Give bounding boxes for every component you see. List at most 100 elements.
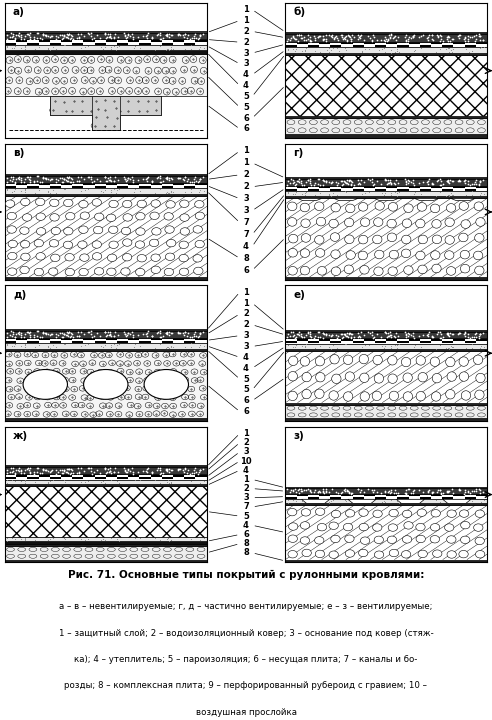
Point (30, 331, 38, 343)
Point (85, 171, 93, 183)
Point (15, 465, 23, 477)
Point (333, 179, 340, 191)
Point (362, 187, 369, 199)
Point (122, 173, 129, 184)
Point (407, 176, 415, 188)
Ellipse shape (23, 214, 32, 221)
Point (196, 328, 204, 339)
Point (156, 325, 164, 337)
Text: 5: 5 (243, 103, 249, 112)
Point (343, 35, 351, 46)
Point (66, 468, 74, 480)
Point (163, 328, 171, 339)
Point (181, 462, 188, 474)
Ellipse shape (402, 510, 412, 518)
Point (323, 45, 331, 56)
Ellipse shape (122, 228, 131, 235)
Point (123, 29, 131, 40)
Point (128, 463, 136, 474)
Point (113, 475, 121, 487)
Point (122, 174, 129, 185)
Point (284, 175, 292, 186)
Point (393, 495, 401, 506)
Point (383, 331, 391, 343)
Point (184, 173, 191, 184)
Ellipse shape (359, 354, 369, 364)
Point (73, 330, 81, 342)
Bar (50, 341, 61, 343)
Point (199, 28, 207, 40)
Point (167, 186, 175, 197)
Bar (285, 186, 487, 191)
Point (190, 30, 198, 41)
Point (319, 174, 327, 186)
Point (284, 43, 292, 55)
Point (110, 330, 118, 341)
Point (325, 42, 333, 54)
Point (461, 177, 468, 189)
Point (75, 176, 83, 187)
Point (88, 176, 96, 188)
Bar (285, 487, 487, 488)
Point (148, 467, 156, 479)
Point (52, 328, 60, 340)
Point (434, 31, 442, 42)
Point (436, 485, 444, 496)
Point (165, 327, 173, 338)
Text: 6: 6 (243, 396, 249, 405)
Point (464, 31, 472, 42)
Point (341, 32, 349, 43)
Point (468, 338, 476, 350)
Point (302, 495, 309, 506)
Bar (5, 338, 207, 343)
Point (313, 32, 321, 43)
Point (325, 486, 333, 498)
Point (334, 177, 342, 189)
Point (307, 486, 315, 498)
Point (314, 174, 322, 185)
Point (472, 327, 480, 338)
Point (357, 174, 365, 185)
Ellipse shape (287, 202, 297, 211)
Point (128, 171, 136, 183)
Ellipse shape (360, 392, 369, 401)
Point (162, 172, 170, 184)
Ellipse shape (193, 255, 202, 262)
Ellipse shape (331, 250, 340, 258)
Bar (330, 497, 341, 499)
Point (162, 464, 170, 475)
Point (442, 190, 450, 202)
Point (15, 326, 23, 338)
Point (36, 331, 44, 343)
Point (369, 486, 376, 498)
Point (122, 328, 129, 339)
Ellipse shape (194, 267, 203, 274)
Point (373, 176, 381, 187)
Bar (106, 338, 117, 340)
Point (322, 175, 330, 186)
Point (461, 485, 468, 496)
Text: 3: 3 (243, 48, 249, 58)
Ellipse shape (151, 254, 160, 261)
Point (355, 178, 363, 189)
Text: ка); 4 – утеплитель; 5 – пароизоляция; 6 – несущая плита; 7 – каналы и бо-: ка); 4 – утеплитель; 5 – пароизоляция; 6… (74, 655, 418, 664)
Point (305, 174, 312, 185)
Point (59, 176, 67, 187)
Point (334, 487, 342, 499)
Bar (285, 179, 487, 186)
Point (454, 30, 462, 41)
Point (189, 330, 197, 342)
Point (61, 532, 68, 544)
Ellipse shape (317, 266, 327, 275)
Bar (431, 42, 442, 44)
Point (102, 176, 110, 187)
Point (302, 176, 310, 187)
Point (49, 41, 57, 53)
Point (436, 186, 444, 198)
Point (437, 33, 445, 45)
Point (340, 176, 348, 187)
Point (291, 341, 299, 352)
Point (356, 331, 364, 343)
Point (447, 45, 455, 56)
Point (384, 35, 392, 46)
